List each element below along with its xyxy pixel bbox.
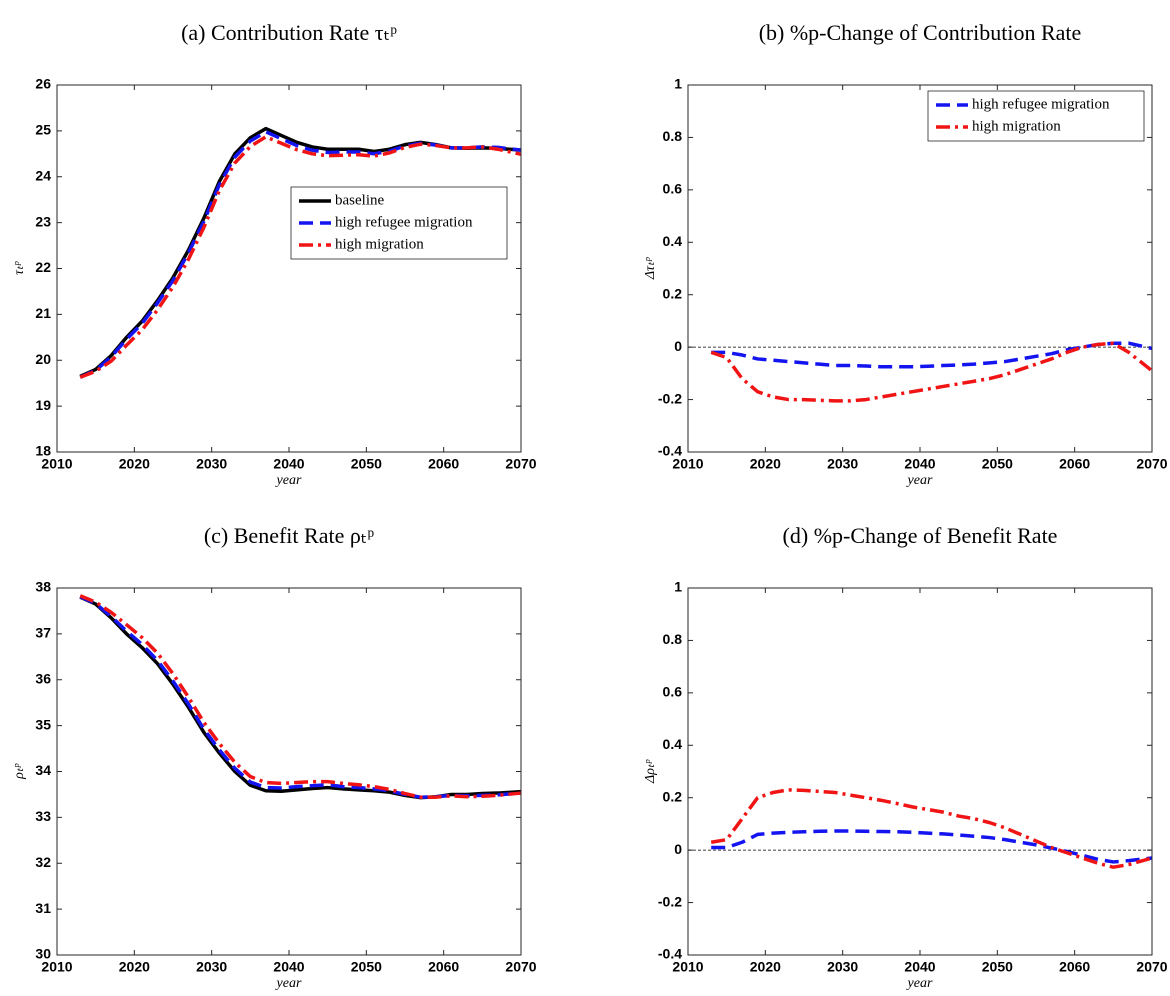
x-tick-label: 2020 bbox=[750, 456, 781, 472]
series-line bbox=[710, 341, 1154, 403]
y-tick-label: -0.2 bbox=[658, 390, 682, 406]
x-axis-label: year bbox=[275, 976, 302, 991]
y-tick-label: 33 bbox=[35, 808, 51, 824]
x-tick-label: 2030 bbox=[827, 456, 858, 472]
x-tick-label: 2040 bbox=[273, 456, 304, 472]
y-tick-label: 22 bbox=[35, 259, 51, 275]
x-tick-label: 2040 bbox=[904, 456, 935, 472]
y-tick-label: 0.2 bbox=[663, 788, 683, 804]
legend-label: high refugee migration bbox=[972, 96, 1110, 112]
x-tick-label: 2030 bbox=[827, 959, 858, 975]
y-tick-label: 31 bbox=[35, 900, 51, 916]
y-tick-label: 20 bbox=[35, 351, 51, 367]
y-tick-label: 25 bbox=[35, 122, 51, 138]
subplot: (b) %p-Change of Contribution Rate 2010 20… bbox=[643, 20, 1168, 488]
y-tick-label: 1 bbox=[674, 579, 682, 595]
y-tick-label: 21 bbox=[35, 305, 51, 321]
plot-area bbox=[57, 588, 521, 955]
y-tick-label: 0.8 bbox=[663, 631, 683, 647]
x-tick-label: 2070 bbox=[505, 456, 536, 472]
y-tick-label: 37 bbox=[35, 625, 51, 641]
chart-title: (d) %p-Change of Benefit Rate bbox=[783, 523, 1058, 548]
y-tick-label: 30 bbox=[35, 946, 51, 962]
x-axis-label: year bbox=[906, 976, 933, 991]
y-tick-label: -0.2 bbox=[658, 893, 682, 909]
x-tick-label: 2010 bbox=[41, 456, 72, 472]
y-tick-label: 0 bbox=[674, 338, 682, 354]
legend-label: high migration bbox=[335, 236, 424, 252]
x-tick-label: 2050 bbox=[351, 959, 382, 975]
chart-title: (b) %p-Change of Contribution Rate bbox=[759, 20, 1082, 45]
y-tick-label: 36 bbox=[35, 670, 51, 686]
subplot: (c) Benefit Rate ρₜᵖ 2010 2020 2030 2040 2050… bbox=[12, 523, 537, 991]
y-tick-label: -0.4 bbox=[658, 946, 682, 962]
y-tick-label: 23 bbox=[35, 213, 51, 229]
y-tick-label: 0.6 bbox=[663, 684, 683, 700]
x-tick-label: 2050 bbox=[982, 959, 1013, 975]
y-tick-label: 26 bbox=[35, 76, 51, 92]
subplot: (d) %p-Change of Benefit Rate 2010 2020 203… bbox=[643, 523, 1168, 991]
y-axis-label: Δτₜᵖ bbox=[643, 257, 658, 280]
y-tick-label: 24 bbox=[35, 167, 51, 183]
axes-box bbox=[687, 587, 1153, 956]
series-line bbox=[79, 135, 522, 379]
x-tick-label: 2070 bbox=[1136, 456, 1167, 472]
subplot: (a) Contribution Rate τₜᵖ 2010 2020 2030 204… bbox=[12, 20, 537, 488]
y-tick-label: 35 bbox=[35, 716, 51, 732]
chart-title: (c) Benefit Rate ρₜᵖ bbox=[204, 523, 374, 548]
x-tick-label: 2010 bbox=[672, 456, 703, 472]
y-tick-label: 38 bbox=[35, 579, 51, 595]
y-tick-label: 0.8 bbox=[663, 128, 683, 144]
y-tick-label: 0.4 bbox=[663, 233, 683, 249]
x-tick-label: 2060 bbox=[428, 959, 459, 975]
x-tick-label: 2020 bbox=[119, 959, 150, 975]
x-tick-label: 2070 bbox=[505, 959, 536, 975]
y-tick-label: 34 bbox=[35, 762, 51, 778]
x-tick-label: 2060 bbox=[1059, 456, 1090, 472]
y-tick-label: 19 bbox=[35, 397, 51, 413]
y-axis-label: Δρₜᵖ bbox=[643, 759, 658, 784]
y-tick-label: 0 bbox=[674, 841, 682, 857]
x-tick-label: 2020 bbox=[750, 959, 781, 975]
axes-box bbox=[56, 84, 522, 453]
axes-box bbox=[56, 587, 522, 956]
legend-label: baseline bbox=[335, 192, 384, 208]
x-tick-label: 2010 bbox=[672, 959, 703, 975]
y-tick-label: 0.6 bbox=[663, 181, 683, 197]
x-tick-label: 2070 bbox=[1136, 959, 1167, 975]
y-tick-label: 32 bbox=[35, 854, 51, 870]
x-tick-label: 2040 bbox=[273, 959, 304, 975]
x-tick-label: 2050 bbox=[351, 456, 382, 472]
x-tick-label: 2050 bbox=[982, 456, 1013, 472]
legend-box bbox=[927, 90, 1145, 142]
x-tick-label: 2060 bbox=[428, 456, 459, 472]
y-axis-label: τₜᵖ bbox=[12, 261, 27, 275]
x-axis-label: year bbox=[275, 473, 302, 488]
y-axis-label: ρₜᵖ bbox=[12, 763, 27, 780]
chart-title: (a) Contribution Rate τₜᵖ bbox=[181, 20, 397, 45]
plot-area bbox=[688, 588, 1152, 955]
legend-label: high refugee migration bbox=[335, 214, 473, 230]
x-tick-label: 2030 bbox=[196, 456, 227, 472]
y-tick-label: 1 bbox=[674, 76, 682, 92]
y-tick-label: -0.4 bbox=[658, 443, 682, 459]
series-line bbox=[79, 594, 522, 799]
x-tick-label: 2010 bbox=[41, 959, 72, 975]
y-tick-label: 18 bbox=[35, 443, 51, 459]
x-tick-label: 2040 bbox=[904, 959, 935, 975]
x-tick-label: 2030 bbox=[196, 959, 227, 975]
series-line bbox=[710, 788, 1153, 869]
legend-label: high migration bbox=[972, 118, 1061, 134]
x-tick-label: 2020 bbox=[119, 456, 150, 472]
x-axis-label: year bbox=[906, 473, 933, 488]
axes-box bbox=[687, 84, 1153, 453]
y-tick-label: 0.4 bbox=[663, 736, 683, 752]
y-tick-label: 0.2 bbox=[663, 285, 683, 301]
x-tick-label: 2060 bbox=[1059, 959, 1090, 975]
